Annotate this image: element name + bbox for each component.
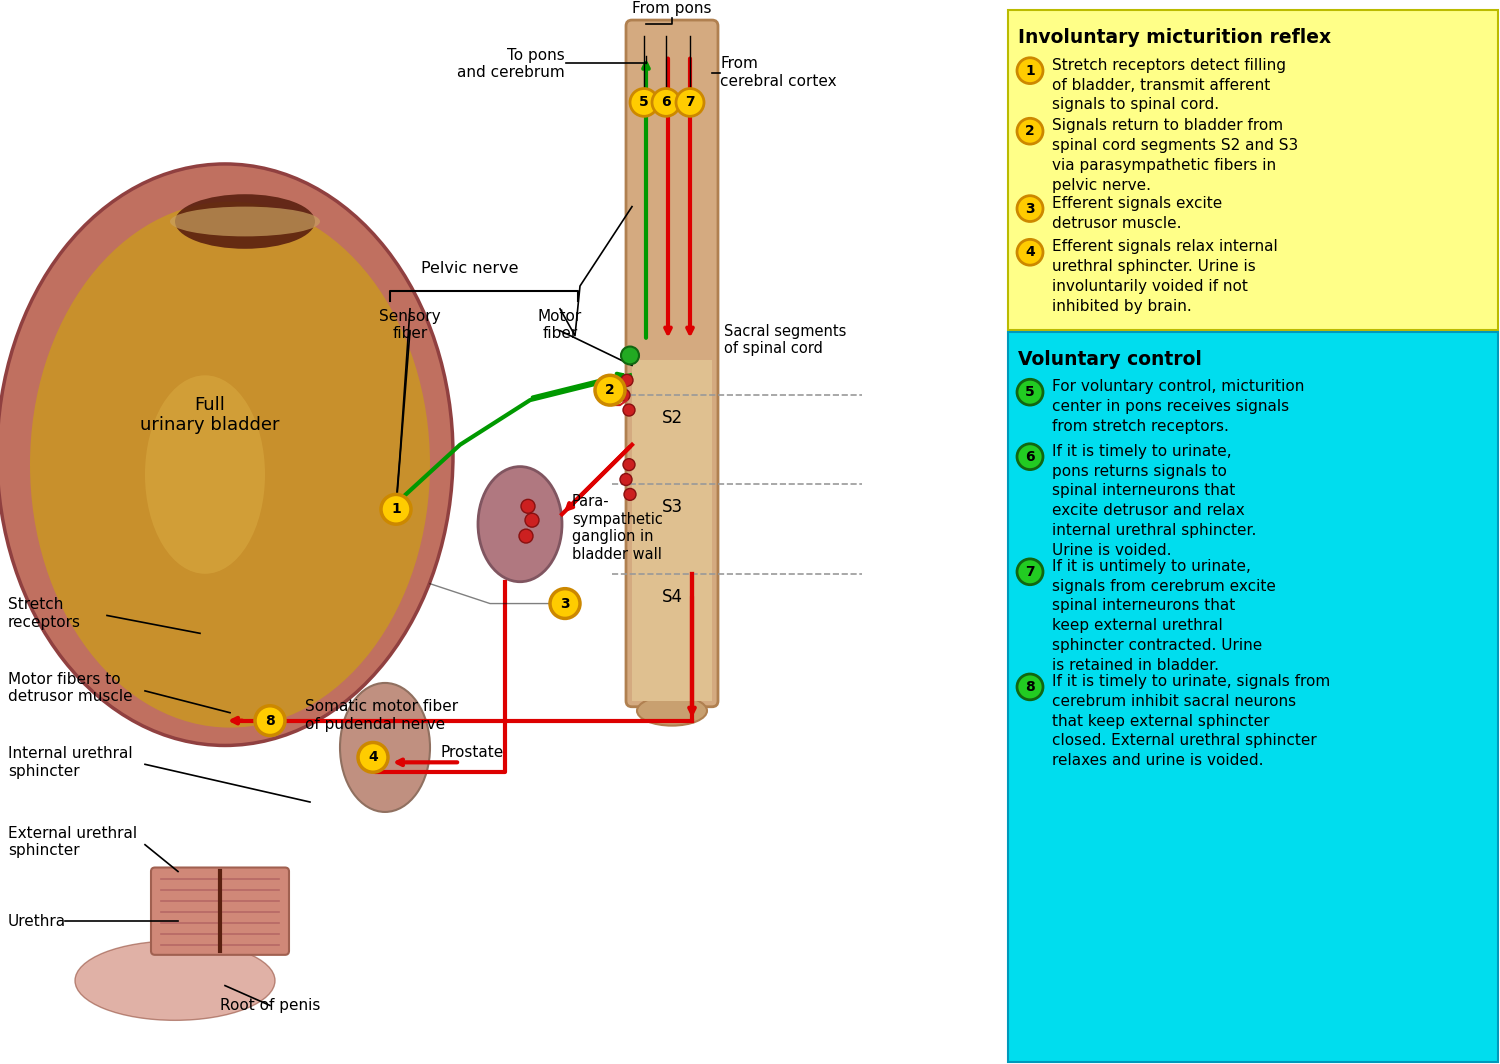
Ellipse shape (75, 941, 274, 1020)
FancyBboxPatch shape (1008, 11, 1498, 330)
FancyBboxPatch shape (626, 20, 718, 706)
Text: Motor fibers to
detrusor muscle: Motor fibers to detrusor muscle (8, 671, 132, 704)
Circle shape (520, 499, 536, 513)
Text: Signals return to bladder from
spinal cord segments S2 and S3
via parasympatheti: Signals return to bladder from spinal co… (1052, 118, 1298, 193)
Text: If it is timely to urinate, signals from
cerebrum inhibit sacral neurons
that ke: If it is timely to urinate, signals from… (1052, 674, 1330, 768)
Text: Pelvic nerve: Pelvic nerve (422, 261, 519, 276)
Text: S2: S2 (662, 409, 682, 427)
Circle shape (620, 473, 632, 485)
Circle shape (519, 529, 532, 543)
Text: Prostate: Prostate (440, 746, 503, 761)
Circle shape (1017, 674, 1042, 700)
FancyBboxPatch shape (632, 361, 712, 701)
Ellipse shape (638, 696, 706, 726)
Text: 4: 4 (1024, 246, 1035, 260)
Circle shape (622, 404, 634, 416)
Text: From
cerebral cortex: From cerebral cortex (720, 56, 837, 89)
Circle shape (652, 88, 680, 116)
FancyBboxPatch shape (152, 867, 290, 954)
Circle shape (596, 376, 626, 405)
Ellipse shape (0, 164, 453, 746)
Circle shape (1017, 118, 1042, 144)
Text: Stretch
receptors: Stretch receptors (8, 597, 81, 630)
Text: 7: 7 (686, 96, 694, 110)
Text: Efferent signals relax internal
urethral sphincter. Urine is
involuntarily voide: Efferent signals relax internal urethral… (1052, 239, 1278, 314)
Circle shape (618, 389, 630, 401)
Text: 6: 6 (662, 96, 670, 110)
Circle shape (381, 495, 411, 525)
Text: 2: 2 (1024, 124, 1035, 138)
Ellipse shape (30, 202, 430, 728)
Ellipse shape (176, 195, 315, 249)
Circle shape (621, 375, 633, 386)
FancyBboxPatch shape (1008, 332, 1498, 1062)
Text: 3: 3 (1024, 201, 1035, 216)
Text: If it is timely to urinate,
pons returns signals to
spinal interneurons that
exc: If it is timely to urinate, pons returns… (1052, 444, 1257, 558)
Text: Efferent signals excite
detrusor muscle.: Efferent signals excite detrusor muscle. (1052, 196, 1222, 231)
Ellipse shape (146, 376, 266, 573)
Circle shape (1017, 444, 1042, 469)
Text: 1: 1 (392, 502, 400, 516)
Text: 4: 4 (368, 750, 378, 764)
Text: S4: S4 (662, 587, 682, 605)
Text: Internal urethral
sphincter: Internal urethral sphincter (8, 746, 132, 779)
Text: Sacral segments
of spinal cord: Sacral segments of spinal cord (724, 323, 846, 356)
Text: 3: 3 (560, 597, 570, 611)
Circle shape (621, 347, 639, 364)
Text: Motor
fiber: Motor fiber (538, 309, 582, 342)
Text: To pons
and cerebrum: To pons and cerebrum (458, 48, 566, 80)
Circle shape (676, 88, 703, 116)
Text: Somatic motor fiber
of pudendal nerve: Somatic motor fiber of pudendal nerve (304, 699, 458, 732)
Text: 6: 6 (1024, 450, 1035, 464)
Text: 8: 8 (266, 714, 274, 728)
Text: Full
urinary bladder: Full urinary bladder (141, 396, 279, 434)
Circle shape (358, 743, 388, 772)
Text: 5: 5 (639, 96, 650, 110)
Text: 1: 1 (1024, 64, 1035, 78)
Text: Para-
sympathetic
ganglion in
bladder wall: Para- sympathetic ganglion in bladder wa… (572, 495, 663, 562)
Circle shape (624, 488, 636, 500)
Circle shape (1017, 559, 1042, 585)
Circle shape (255, 705, 285, 735)
Text: Root of penis: Root of penis (220, 998, 320, 1013)
Ellipse shape (478, 467, 562, 582)
Text: Involuntary micturition reflex: Involuntary micturition reflex (1019, 28, 1330, 47)
Text: 5: 5 (1024, 385, 1035, 399)
Text: Voluntary control: Voluntary control (1019, 349, 1202, 368)
Circle shape (1017, 379, 1042, 405)
Text: Stretch receptors detect filling
of bladder, transmit afferent
signals to spinal: Stretch receptors detect filling of blad… (1052, 57, 1286, 113)
Text: External urethral
sphincter: External urethral sphincter (8, 826, 136, 858)
Text: 2: 2 (604, 383, 615, 397)
Circle shape (622, 459, 634, 470)
Circle shape (1017, 57, 1042, 84)
Text: From pons: From pons (633, 1, 711, 16)
Text: Urethra: Urethra (8, 914, 66, 929)
Text: If it is untimely to urinate,
signals from cerebrum excite
spinal interneurons t: If it is untimely to urinate, signals fr… (1052, 559, 1276, 672)
Ellipse shape (170, 206, 320, 236)
Text: Sensory
fiber: Sensory fiber (380, 309, 441, 342)
Circle shape (630, 88, 658, 116)
Circle shape (525, 513, 538, 527)
Circle shape (1017, 239, 1042, 265)
Text: 7: 7 (1024, 565, 1035, 579)
Circle shape (1017, 196, 1042, 221)
Circle shape (550, 588, 580, 618)
Text: For voluntary control, micturition
center in pons receives signals
from stretch : For voluntary control, micturition cente… (1052, 379, 1305, 434)
Ellipse shape (340, 683, 430, 812)
Text: S3: S3 (662, 498, 682, 516)
Text: 8: 8 (1024, 680, 1035, 694)
